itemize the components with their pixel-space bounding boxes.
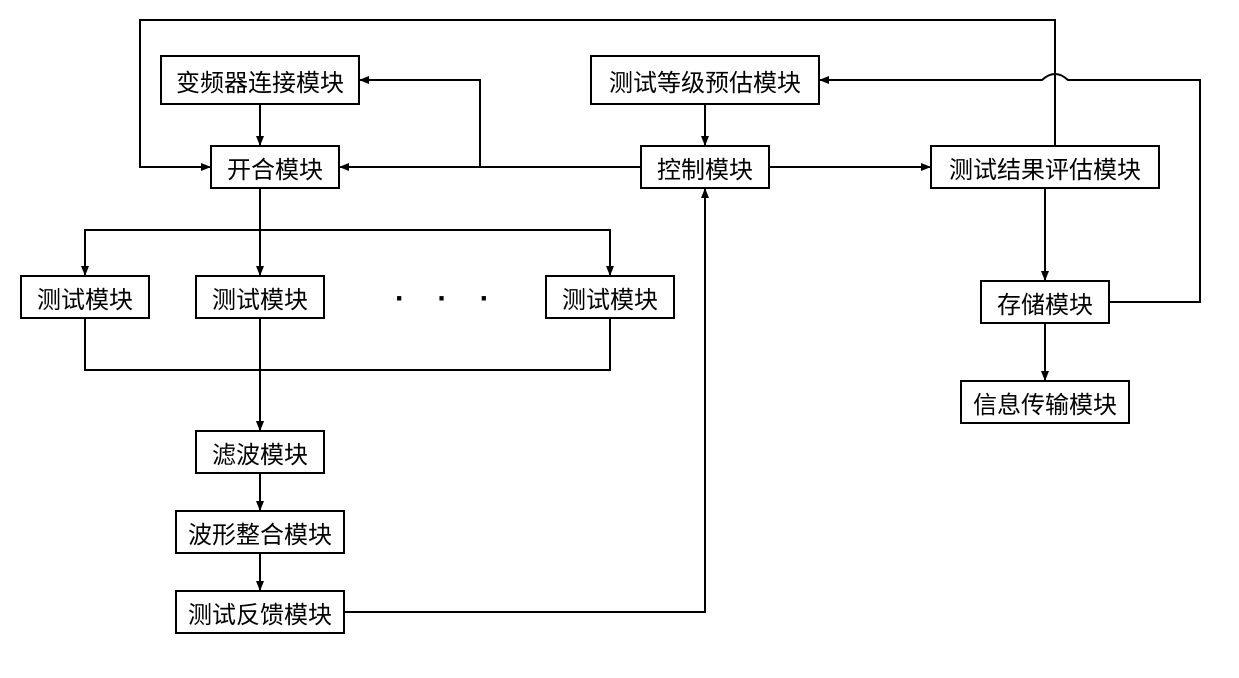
node-predict: 测试等级预估模块 xyxy=(590,55,820,105)
node-waveform: 波形整合模块 xyxy=(175,510,345,554)
node-filter: 滤波模块 xyxy=(195,430,325,474)
node-label: 存储模块 xyxy=(997,285,1093,320)
edge-test3-to-filter xyxy=(260,319,610,370)
node-label: 测试模块 xyxy=(212,280,308,315)
node-test1: 测试模块 xyxy=(20,275,150,319)
node-label: 测试结果评估模块 xyxy=(949,150,1141,185)
node-control: 控制模块 xyxy=(640,145,770,189)
node-storage: 存储模块 xyxy=(980,280,1110,324)
edge-switch-to-test1 xyxy=(85,189,260,275)
node-inverter: 变频器连接模块 xyxy=(160,55,360,105)
node-label: 控制模块 xyxy=(657,150,753,185)
node-test2: 测试模块 xyxy=(195,275,325,319)
node-label: 测试等级预估模块 xyxy=(609,63,801,98)
node-transmit: 信息传输模块 xyxy=(960,380,1130,424)
node-test3: 测试模块 xyxy=(545,275,675,319)
ellipsis-dots: · · · xyxy=(395,282,502,316)
edge-feedback-to-control xyxy=(345,189,705,612)
node-label: 开合模块 xyxy=(227,150,323,185)
node-switch: 开合模块 xyxy=(210,145,340,189)
diagram-canvas: 变频器连接模块开合模块测试模块 测试模块 测试模块滤波模块波形整合模块测试反馈模块 测… xyxy=(0,0,1239,678)
node-label: 测试反馈模块 xyxy=(188,595,332,630)
node-label: 测试模块 xyxy=(562,280,658,315)
edge-test1-to-filter xyxy=(85,319,260,430)
node-label: 波形整合模块 xyxy=(188,515,332,550)
node-label: 变频器连接模块 xyxy=(176,63,344,98)
node-label: 测试模块 xyxy=(37,280,133,315)
node-label: 信息传输模块 xyxy=(973,385,1117,420)
edge-switch-to-test3 xyxy=(260,189,610,275)
node-feedback: 测试反馈模块 xyxy=(175,590,345,634)
node-evaluate: 测试结果评估模块 xyxy=(930,145,1160,189)
node-label: 滤波模块 xyxy=(212,435,308,470)
